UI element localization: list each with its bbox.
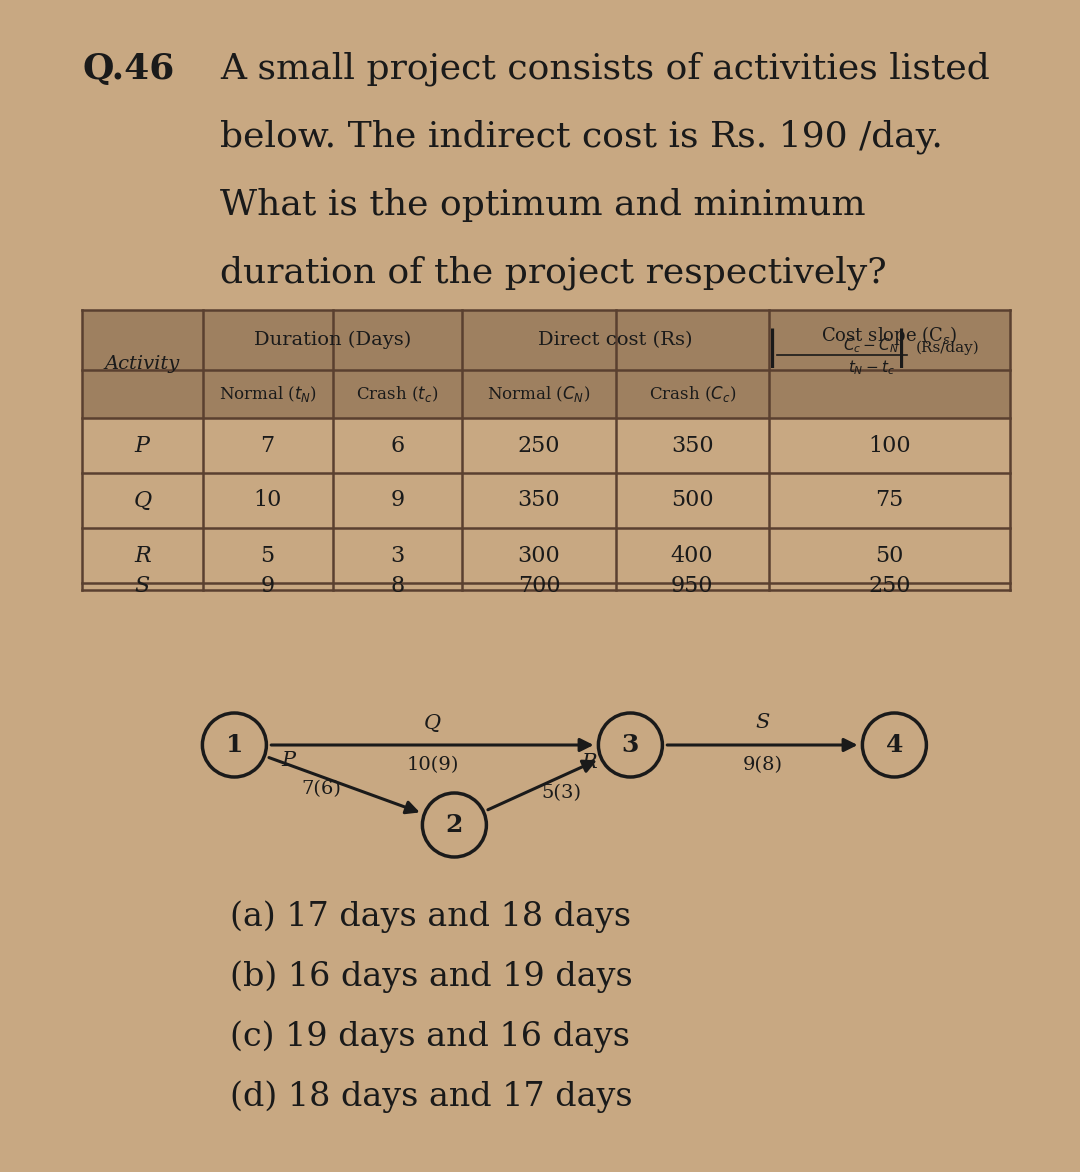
Text: What is the optimum and minimum: What is the optimum and minimum [220,188,866,222]
Text: 250: 250 [517,435,561,457]
Text: 8: 8 [390,575,405,598]
Text: Duration (Days): Duration (Days) [254,331,411,349]
Text: 9(8): 9(8) [742,756,782,774]
Circle shape [863,713,927,777]
Bar [82,418,1010,590]
Text: below. The indirect cost is Rs. 190 /day.: below. The indirect cost is Rs. 190 /day… [220,120,943,155]
Text: $t_N - t_c$: $t_N - t_c$ [848,359,894,377]
Text: Crash ($C_c$): Crash ($C_c$) [649,384,735,404]
Text: S: S [135,575,150,598]
Text: |: | [766,328,780,368]
Text: duration of the project respectively?: duration of the project respectively? [220,255,887,291]
Text: 5(3): 5(3) [541,784,581,802]
Text: Q.46: Q.46 [82,52,174,86]
Text: Q: Q [423,714,441,732]
Text: Normal ($C_N$): Normal ($C_N$) [487,384,591,404]
Text: 75: 75 [875,490,904,511]
Text: 3: 3 [390,545,405,566]
Bar [82,311,1010,418]
Text: Direct cost (Rs): Direct cost (Rs) [538,331,693,349]
Text: 300: 300 [517,545,561,566]
Text: 700: 700 [517,575,561,598]
Text: 350: 350 [671,435,714,457]
Text: Crash ($t_c$): Crash ($t_c$) [356,384,438,404]
Text: P: P [282,751,296,770]
Text: Cost slope (C$_s$): Cost slope (C$_s$) [821,323,958,347]
Text: $C_c - C_N$: $C_c - C_N$ [843,336,900,355]
Text: 1: 1 [226,732,243,757]
Text: 950: 950 [671,575,714,598]
Circle shape [422,793,486,857]
Text: 50: 50 [875,545,904,566]
Text: 7(6): 7(6) [302,779,341,798]
Text: 250: 250 [868,575,910,598]
Text: (b) 16 days and 19 days: (b) 16 days and 19 days [230,960,633,993]
Text: 5: 5 [260,545,274,566]
Text: P: P [135,435,150,457]
Text: 4: 4 [886,732,903,757]
Circle shape [598,713,662,777]
Text: 100: 100 [868,435,910,457]
Text: (c) 19 days and 16 days: (c) 19 days and 16 days [230,1020,630,1052]
Text: S: S [755,714,770,732]
Text: Normal ($t_N$): Normal ($t_N$) [218,384,316,404]
Text: 10: 10 [254,490,282,511]
Text: (Rs/day): (Rs/day) [916,341,980,355]
Text: (a) 17 days and 18 days: (a) 17 days and 18 days [230,900,631,933]
Text: Activity: Activity [105,355,180,373]
Text: 6: 6 [391,435,405,457]
Text: 10(9): 10(9) [406,756,459,774]
Text: 350: 350 [517,490,561,511]
Text: 2: 2 [446,813,463,837]
Text: 400: 400 [671,545,714,566]
Text: 9: 9 [260,575,274,598]
Text: R: R [581,754,597,772]
Text: |: | [895,328,908,368]
Text: 3: 3 [622,732,639,757]
Circle shape [202,713,267,777]
Text: 500: 500 [671,490,714,511]
Text: 7: 7 [260,435,274,457]
Text: (d) 18 days and 17 days: (d) 18 days and 17 days [230,1081,633,1112]
Text: Q: Q [133,490,151,511]
Text: A small project consists of activities listed: A small project consists of activities l… [220,52,989,87]
Text: R: R [134,545,151,566]
Text: 9: 9 [391,490,405,511]
